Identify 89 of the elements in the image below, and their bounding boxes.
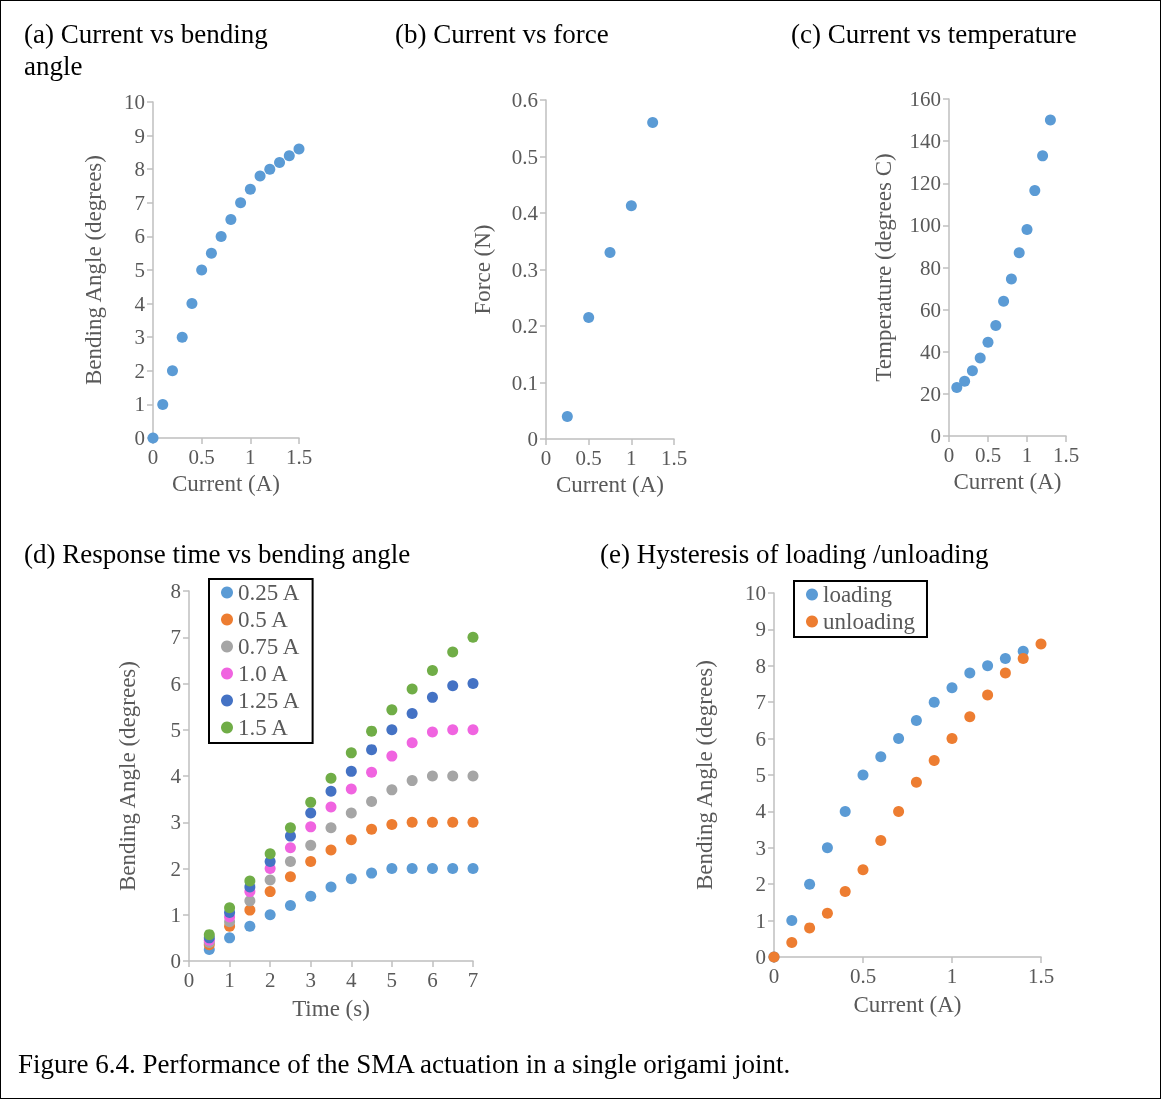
legend-label: 0.5 A bbox=[238, 607, 289, 632]
chart-title: (c) Current vs temperature bbox=[791, 19, 1077, 49]
legend-label: loading bbox=[823, 582, 893, 607]
y-tick-label: 2 bbox=[134, 358, 145, 383]
y-tick-label: 4 bbox=[170, 764, 182, 788]
y-tick-label: 20 bbox=[920, 381, 941, 406]
y-tick-label: 1 bbox=[170, 902, 181, 927]
x-axis-title: Current (A) bbox=[172, 470, 280, 496]
y-tick-label: 8 bbox=[170, 579, 181, 603]
y-axis-title: Temperature (degrees C) bbox=[871, 153, 896, 382]
y-tick-label: 40 bbox=[920, 339, 941, 364]
x-axis-title: Time (s) bbox=[292, 996, 370, 1021]
chart-title: (b) Current vs force bbox=[395, 19, 609, 49]
y-tick-label: 3 bbox=[134, 325, 145, 350]
x-tick-label: 6 bbox=[427, 967, 438, 992]
chart-title: (e) Hysteresis of loading /unloading bbox=[600, 539, 989, 569]
y-tick-label: 9 bbox=[755, 617, 766, 642]
x-tick-label: 1 bbox=[1021, 442, 1033, 467]
caption: Figure 6.4. Performance of the SMA actuation in a single origami joint. bbox=[18, 1049, 791, 1080]
y-axis-title: Bending Angle (degrees) bbox=[692, 660, 717, 890]
y-tick-label: 0.2 bbox=[511, 314, 538, 338]
legend-label: 1.0 A bbox=[238, 661, 289, 686]
y-tick-label: 0 bbox=[930, 424, 941, 448]
x-tick-label: 0.5 bbox=[188, 444, 215, 469]
y-tick-label: 80 bbox=[920, 255, 941, 280]
x-tick-label: 1.5 bbox=[660, 445, 688, 470]
x-axis-title: Current (A) bbox=[853, 992, 962, 1017]
x-tick-label: 1 bbox=[245, 444, 256, 469]
x-tick-label: 4 bbox=[346, 967, 358, 992]
y-tick-label: 5 bbox=[170, 717, 181, 742]
x-tick-label: 0.5 bbox=[974, 442, 1002, 467]
x-tick-label: 3 bbox=[305, 967, 316, 992]
legend-label: 1.25 A bbox=[238, 688, 300, 713]
x-tick-label: 0.5 bbox=[849, 963, 877, 988]
y-tick-label: 8 bbox=[134, 157, 145, 182]
legend-label: 0.75 A bbox=[238, 634, 300, 659]
y-tick-label: 0 bbox=[527, 427, 538, 451]
x-tick-label: 1.5 bbox=[1052, 442, 1080, 467]
x-tick-label: 5 bbox=[386, 967, 398, 992]
y-tick-label: 2 bbox=[755, 872, 766, 897]
y-tick-label: 9 bbox=[134, 123, 145, 148]
y-tick-label: 5 bbox=[755, 763, 766, 787]
y-axis-title: Bending Angle (degrees) bbox=[81, 155, 106, 385]
y-tick-label: 0 bbox=[134, 426, 145, 450]
x-tick-label: 1.5 bbox=[285, 444, 313, 469]
chart-title: (a) Current vs bending angle bbox=[24, 19, 275, 81]
y-tick-label: 1 bbox=[134, 392, 145, 417]
legend-label: unloading bbox=[823, 609, 916, 634]
y-tick-label: 10 bbox=[124, 90, 145, 114]
y-tick-label: 0.5 bbox=[511, 144, 538, 169]
x-axis-title: Current (A) bbox=[953, 468, 1062, 494]
y-tick-label: 4 bbox=[134, 291, 146, 316]
y-tick-label: 120 bbox=[909, 171, 941, 196]
y-tick-label: 0 bbox=[755, 945, 766, 969]
y-tick-label: 2 bbox=[170, 856, 181, 881]
y-tick-label: 0.6 bbox=[511, 88, 538, 112]
y-tick-label: 6 bbox=[134, 224, 145, 249]
y-tick-label: 3 bbox=[755, 835, 766, 860]
y-tick-label: 7 bbox=[755, 690, 766, 715]
y-tick-label: 4 bbox=[755, 799, 767, 824]
y-tick-label: 7 bbox=[170, 625, 181, 650]
y-axis-title: Bending Angle (degrees) bbox=[115, 661, 140, 891]
x-tick-label: 0.5 bbox=[575, 445, 602, 470]
chart-title: (d) Response time vs bending angle bbox=[24, 539, 411, 569]
y-tick-label: 7 bbox=[134, 190, 145, 215]
legend-label: 1.5 A bbox=[238, 715, 289, 740]
y-tick-label: 160 bbox=[909, 87, 941, 111]
y-tick-label: 100 bbox=[909, 213, 941, 238]
y-tick-label: 140 bbox=[909, 129, 941, 154]
y-tick-label: 60 bbox=[920, 297, 941, 322]
y-tick-label: 5 bbox=[134, 258, 145, 282]
x-tick-label: 2 bbox=[264, 967, 276, 992]
x-tick-label: 1.5 bbox=[1027, 963, 1055, 988]
y-tick-label: 6 bbox=[755, 726, 766, 751]
y-axis-title: Force (N) bbox=[470, 224, 495, 315]
y-tick-label: 8 bbox=[755, 653, 766, 678]
y-tick-label: 6 bbox=[170, 671, 181, 696]
x-tick-label: 1 bbox=[946, 963, 958, 988]
x-tick-label: 1 bbox=[224, 967, 235, 992]
y-tick-label: 10 bbox=[745, 581, 766, 605]
x-tick-label: 1 bbox=[626, 445, 637, 470]
legend-label: 0.25 A bbox=[238, 580, 300, 605]
y-tick-label: 0.4 bbox=[511, 201, 539, 225]
y-tick-label: 3 bbox=[170, 810, 181, 835]
y-tick-label: 0.3 bbox=[511, 257, 538, 282]
x-axis-title: Current (A) bbox=[556, 471, 664, 497]
y-tick-label: 0.1 bbox=[511, 370, 538, 395]
y-tick-label: 1 bbox=[755, 908, 766, 933]
x-tick-label: 7 bbox=[467, 967, 479, 992]
